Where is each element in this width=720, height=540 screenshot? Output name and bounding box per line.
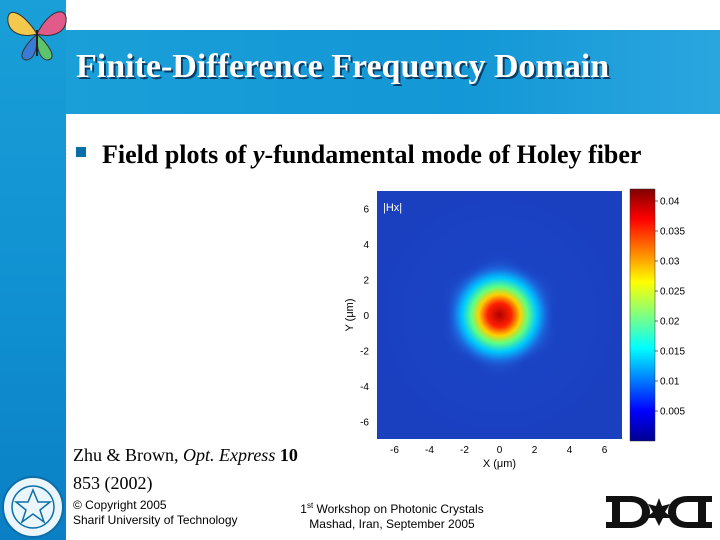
x-tick-label: 6 [602,445,608,456]
field-peak [445,260,554,370]
colorbar-gradient [629,188,656,442]
colorbar-tick-label: 0.035 [660,227,685,238]
x-axis-label: X (μm) [483,458,516,470]
plot-area [377,191,622,439]
bullet-text: Field plots of y-fundamental mode of Hol… [102,138,702,172]
workshop-line1: Workshop on Photonic Crystals [313,502,484,516]
y-tick-label: -6 [360,417,369,428]
x-tick-label: 0 [497,445,503,456]
y-tick-label: 0 [363,311,369,322]
y-tick-label: 4 [363,240,369,251]
copyright-line1: © Copyright 2005 [73,498,167,512]
x-tick-label: -2 [460,445,469,456]
axes-layer: |Hx| -6 -4 -2 0 2 4 6 6 4 2 0 -2 -4 -6 X (μm) Y (μm) [344,202,608,470]
workshop-line2: Mashad, Iran, September 2005 [309,517,475,531]
citation-pages: 853 (2002) [73,473,153,493]
colorbar-tick-label: 0.005 [660,407,685,418]
university-seal-icon [2,476,64,538]
citation-journal: Opt. Express [183,445,276,465]
y-axis-label: Y (μm) [344,298,356,331]
colorbar-tick-label: 0.02 [660,317,680,328]
colorbar: 0.04 0.035 0.03 0.025 0.02 0.015 0.01 0.005 [629,188,685,442]
citation: Zhu & Brown, Opt. Express 10 853 (2002) [73,441,333,497]
colorbar-tick-label: 0.025 [660,287,685,298]
bullet-text-italic: y [252,140,265,169]
left-accent-band [0,0,66,540]
field-plot-figure: |Hx| -6 -4 -2 0 2 4 6 6 4 2 0 -2 -4 -6 X (μm) Y (μm) 0.0… [325,172,688,472]
workshop-number: 1 [300,502,307,516]
y-tick-label: -2 [360,346,369,357]
y-tick-label: 6 [363,205,369,216]
citation-authors: Zhu & Brown, [73,445,183,465]
heatmap-chart: |Hx| -6 -4 -2 0 2 4 6 6 4 2 0 -2 -4 -6 X (μm) Y (μm) 0.0… [344,188,685,470]
slide-title: Finite-Difference Frequency Domain [76,48,610,85]
colorbar-tick-label: 0.015 [660,347,685,358]
butterfly-logo-icon [7,11,67,61]
x-tick-label: 2 [532,445,538,456]
title-band [66,30,720,114]
x-tick-label: 4 [567,445,573,456]
workshop-ordinal: st [306,501,314,510]
x-tick-label: -6 [390,445,399,456]
x-tick-label: -4 [425,445,434,456]
colorbar-tick-label: 0.03 [660,257,680,268]
photonic-lab-emblem-icon [606,496,712,528]
copyright-line2: Sharif University of Technology [73,513,238,527]
workshop-info: 1st Workshop on Photonic Crystals Mashad… [292,498,492,532]
colorbar-tick-label: 0.01 [660,377,680,388]
y-tick-label: -4 [360,382,369,393]
citation-volume: 10 [275,445,298,465]
bullet-square-icon [76,147,86,157]
copyright-notice: © Copyright 2005 Sharif University of Te… [73,498,238,528]
colorbar-tick-label: 0.04 [660,197,680,208]
bullet-text-post: -fundamental mode of Holey fiber [264,140,642,169]
y-tick-label: 2 [363,276,369,287]
bullet-text-pre: Field plots of [102,140,253,169]
plot-title: |Hx| [383,202,402,214]
